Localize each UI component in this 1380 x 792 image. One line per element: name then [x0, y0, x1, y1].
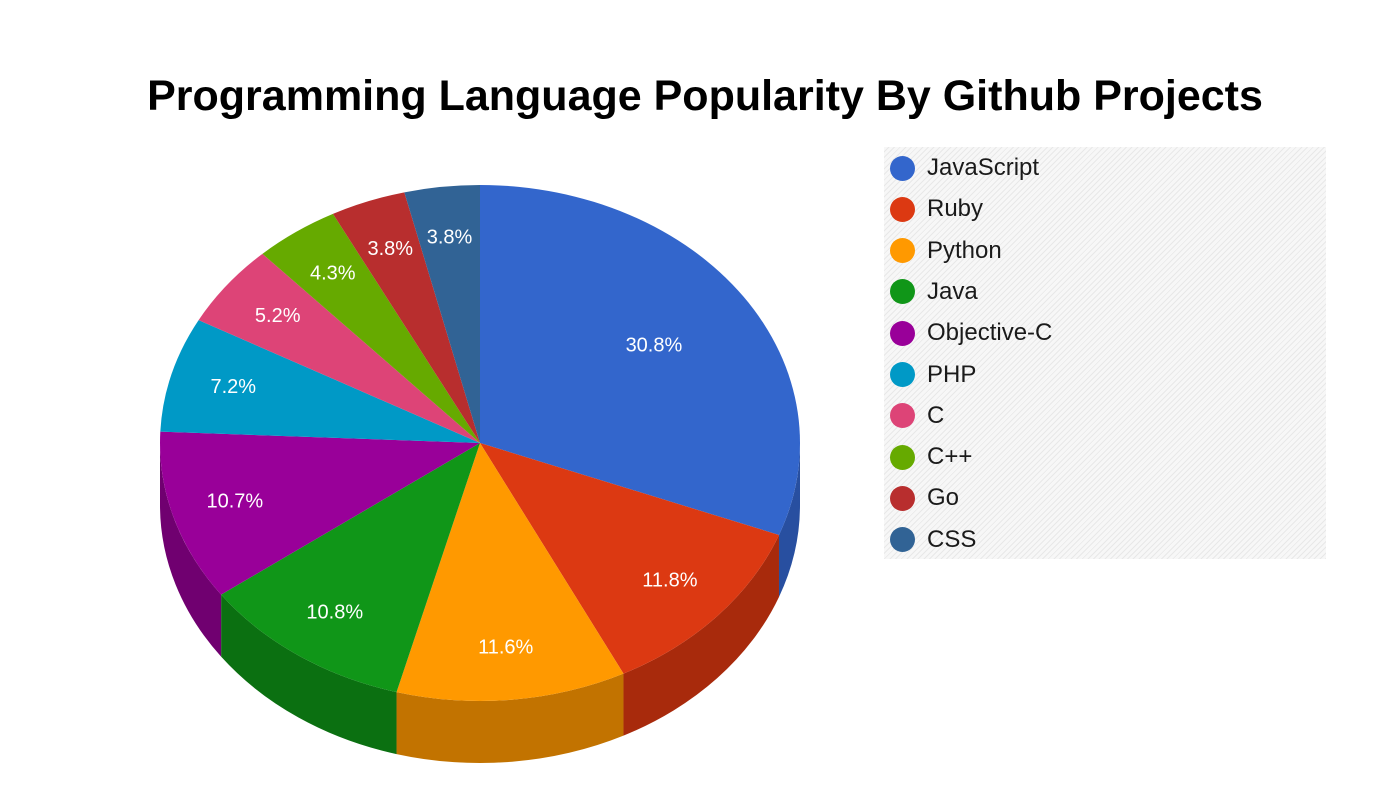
legend-swatch — [890, 444, 915, 470]
legend-item-css: CSS — [890, 523, 976, 557]
legend-label: Objective-C — [927, 319, 1053, 347]
slice-label-c: 5.2% — [255, 305, 301, 327]
pie-slice-objective-c — [160, 431, 480, 595]
legend-item-go: Go — [890, 481, 959, 515]
legend-swatch — [890, 196, 915, 222]
legend-swatch — [890, 320, 915, 346]
legend-item-python: Python — [890, 234, 1002, 268]
legend-item-java: Java — [890, 275, 978, 309]
pie-side-javascript — [778, 443, 800, 597]
pie-percent-labels: 30.8% 11.8% 11.6% 10.8% 10.7% 7.2% 5.2% 4.3% 3.8… — [206, 226, 697, 658]
pie-side-java — [221, 594, 397, 755]
legend-label: Java — [927, 277, 978, 305]
slice-label-objective-c: 10.7% — [206, 491, 263, 513]
pie-slice-css — [404, 185, 480, 443]
pie-side-walls — [160, 443, 800, 763]
legend-item-javascript: JavaScript — [890, 151, 1039, 185]
legend-label: C++ — [927, 443, 973, 471]
slice-label-python: 11.6% — [478, 637, 533, 659]
pie-side-objective-c — [160, 443, 222, 657]
slice-label-php: 7.2% — [210, 376, 256, 398]
pie-top-face — [160, 185, 801, 701]
slice-label-javascript: 30.8% — [626, 335, 683, 357]
pie-slice-go — [332, 192, 480, 443]
pie-slice-c- — [262, 213, 480, 443]
legend-item-c: C — [890, 399, 944, 433]
legend-label: Ruby — [927, 195, 984, 223]
slice-label-ruby: 11.8% — [642, 570, 697, 592]
legend-item-ruby: Ruby — [890, 192, 983, 226]
legend-label: Go — [927, 484, 960, 512]
legend-swatch — [890, 155, 915, 181]
legend-item-php: PHP — [890, 358, 976, 392]
slice-label-go: 3.8% — [367, 238, 413, 260]
pie-slice-php — [160, 320, 481, 443]
pie-slice-c — [198, 253, 480, 443]
pie-slice-javascript — [480, 185, 801, 535]
pie-side-ruby — [623, 534, 779, 736]
legend: JavaScript Ruby Python Java Objective-C PHP C C… — [884, 147, 1326, 559]
pie-slice-ruby — [480, 443, 779, 674]
pie-slice-java — [221, 443, 480, 693]
legend-swatch — [890, 362, 915, 387]
chart-title: Programming Language Popularity By Githu… — [147, 72, 1263, 120]
pie-side-python — [396, 673, 624, 763]
legend-label: C — [927, 401, 945, 429]
slice-label-c-: 4.3% — [310, 262, 356, 284]
legend-swatch — [890, 279, 915, 305]
legend-label: PHP — [927, 360, 977, 388]
slice-label-css: 3.8% — [427, 226, 473, 248]
legend-label: Python — [927, 236, 1002, 264]
legend-item-c-: C++ — [890, 440, 972, 474]
legend-label: CSS — [927, 525, 977, 553]
legend-label: JavaScript — [927, 154, 1040, 181]
pie-slice-python — [396, 443, 624, 701]
legend-swatch — [890, 403, 915, 429]
legend-item-objective-c: Objective-C — [890, 316, 1052, 350]
legend-swatch — [890, 485, 915, 511]
legend-swatch — [890, 527, 915, 553]
legend-swatch — [890, 238, 915, 264]
slice-label-java: 10.8% — [306, 601, 363, 623]
